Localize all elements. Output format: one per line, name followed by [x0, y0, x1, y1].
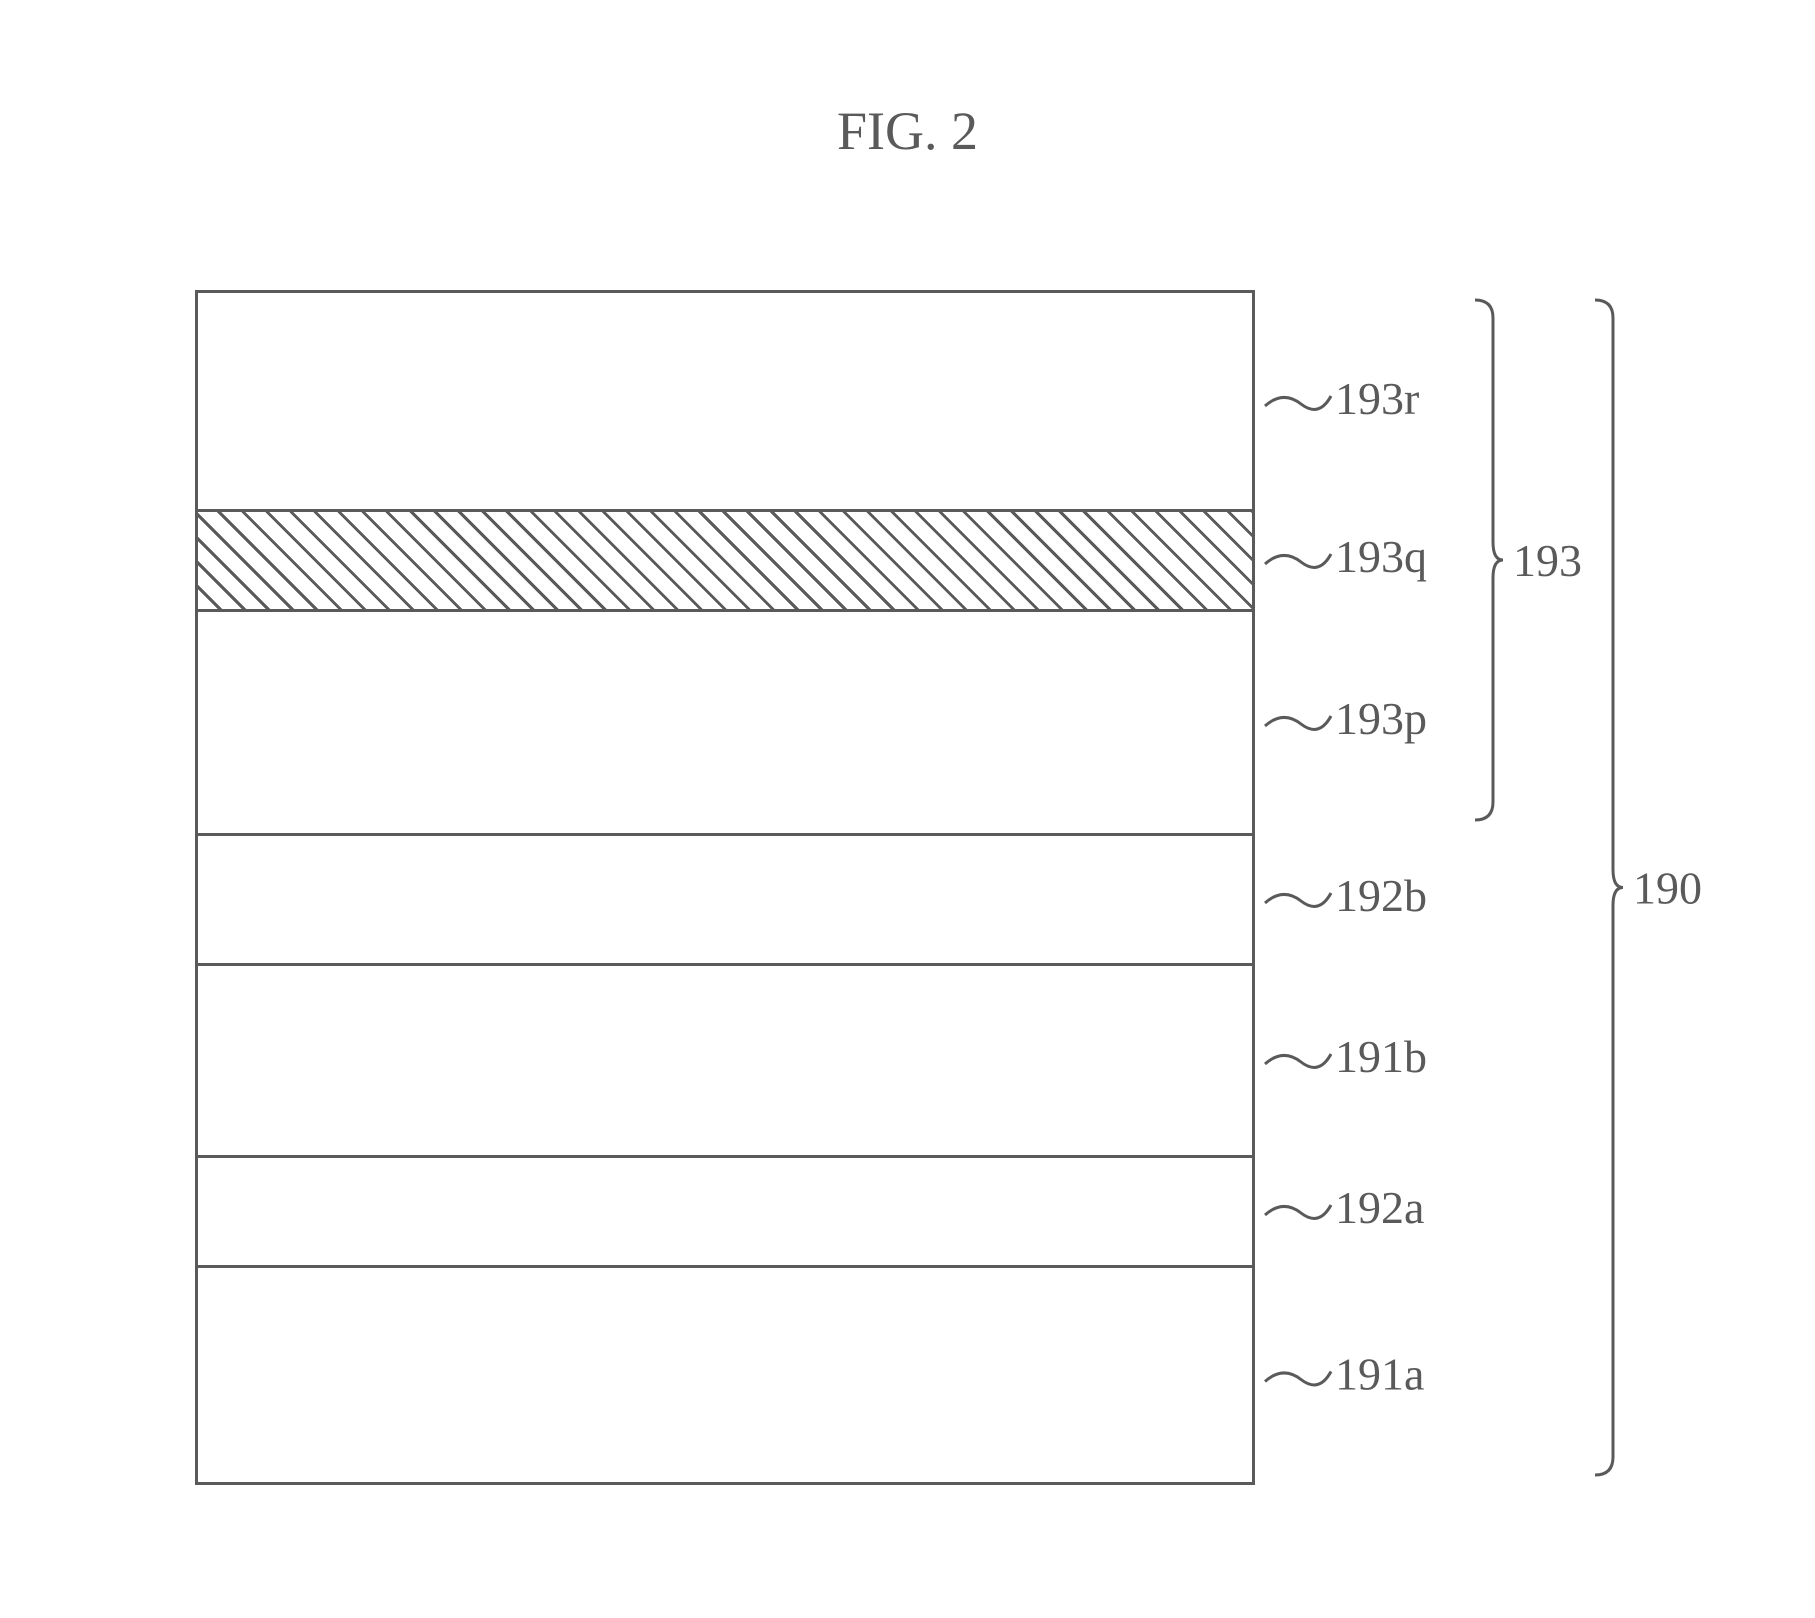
leader-192b	[1265, 893, 1331, 906]
group-label-190: 190	[1633, 863, 1702, 914]
leader-193q	[1265, 554, 1331, 567]
label-193r: 193r	[1335, 373, 1419, 424]
label-193p: 193p	[1335, 693, 1427, 744]
leader-191b	[1265, 1054, 1331, 1067]
label-192b: 192b	[1335, 870, 1427, 921]
leader-193r	[1265, 396, 1331, 409]
leader-191a	[1265, 1372, 1331, 1385]
label-191a: 191a	[1335, 1349, 1424, 1400]
annotations-svg: 193r193q193p192b191b192a191a193190	[195, 290, 1255, 1485]
leader-193p	[1265, 716, 1331, 729]
figure-title: FIG. 2	[837, 100, 978, 162]
bracket-190	[1595, 300, 1623, 1475]
bracket-193	[1475, 300, 1503, 820]
label-193q: 193q	[1335, 531, 1427, 582]
layer-diagram: 193r193q193p192b191b192a191a193190	[195, 290, 1255, 1485]
leader-192a	[1265, 1205, 1331, 1218]
label-192a: 192a	[1335, 1182, 1424, 1233]
group-label-193: 193	[1513, 535, 1582, 586]
label-191b: 191b	[1335, 1031, 1427, 1082]
